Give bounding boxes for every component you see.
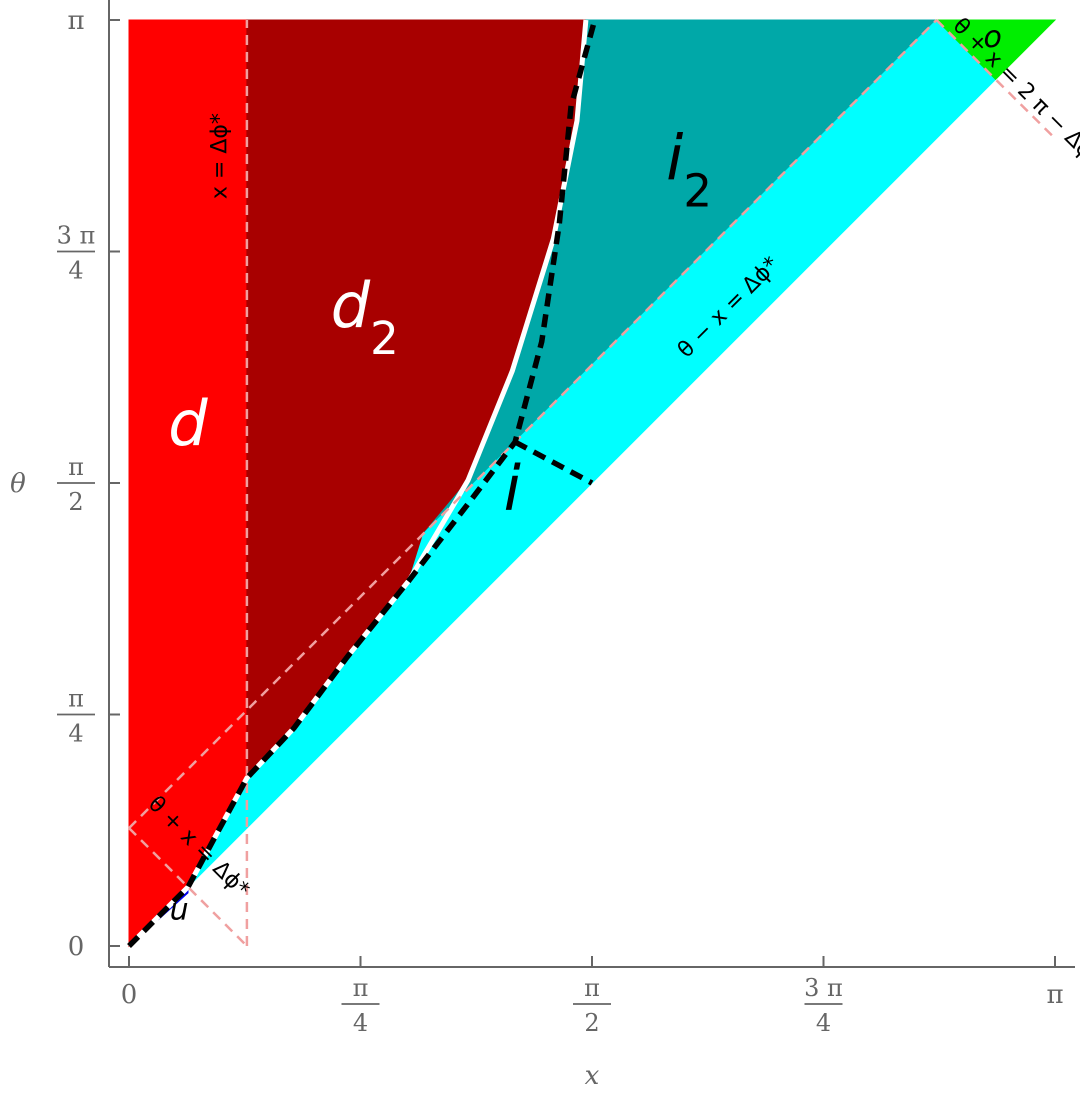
lines-layer — [127, 19, 1056, 948]
y-tick-label-2: π2 — [57, 453, 95, 516]
vertical-line-annotation: x = Δϕ* — [207, 113, 232, 199]
svg-text:3 π: 3 π — [804, 974, 843, 1002]
svg-text:2: 2 — [584, 1009, 599, 1037]
guide-line-3 — [935, 19, 1056, 140]
svg-text:π: π — [67, 6, 84, 36]
y-axis-label: θ — [10, 469, 26, 499]
region-label-o: o — [983, 20, 1001, 55]
region-label-u: u — [170, 892, 189, 927]
y-tick-label-3: 3 π4 — [57, 221, 96, 284]
svg-text:π: π — [584, 974, 600, 1002]
region-label-d: d — [168, 387, 208, 460]
y-tick-label-0: 0 — [68, 932, 85, 962]
svg-text:4: 4 — [816, 1009, 831, 1037]
svg-text:π: π — [68, 684, 84, 712]
svg-text:4: 4 — [353, 1009, 368, 1037]
x-tick-label-0: 0 — [121, 980, 138, 1010]
y-tick-label-4: π — [67, 6, 84, 36]
svg-text:4: 4 — [68, 719, 83, 747]
black-dashed-line-0 — [127, 19, 598, 948]
svg-text:π: π — [68, 453, 84, 481]
guide-line-2 — [128, 827, 248, 947]
region-label-i: i — [504, 452, 521, 525]
x-tick-label-3: 3 π4 — [804, 974, 843, 1037]
svg-text:π: π — [1046, 980, 1063, 1010]
svg-text:4: 4 — [68, 256, 83, 284]
x-tick-label-2: π2 — [573, 974, 612, 1037]
svg-text:0: 0 — [121, 980, 138, 1010]
y-tick-label-1: π4 — [57, 684, 95, 747]
x-axis-label: x — [585, 1061, 600, 1091]
svg-text:0: 0 — [68, 932, 85, 962]
svg-text:π: π — [353, 974, 369, 1002]
svg-text:2: 2 — [68, 488, 83, 516]
x-tick-label-4: π — [1046, 980, 1063, 1010]
x-tick-label-1: π4 — [341, 974, 380, 1037]
svg-text:3 π: 3 π — [57, 221, 96, 249]
black-dashed-line-1 — [513, 439, 594, 486]
